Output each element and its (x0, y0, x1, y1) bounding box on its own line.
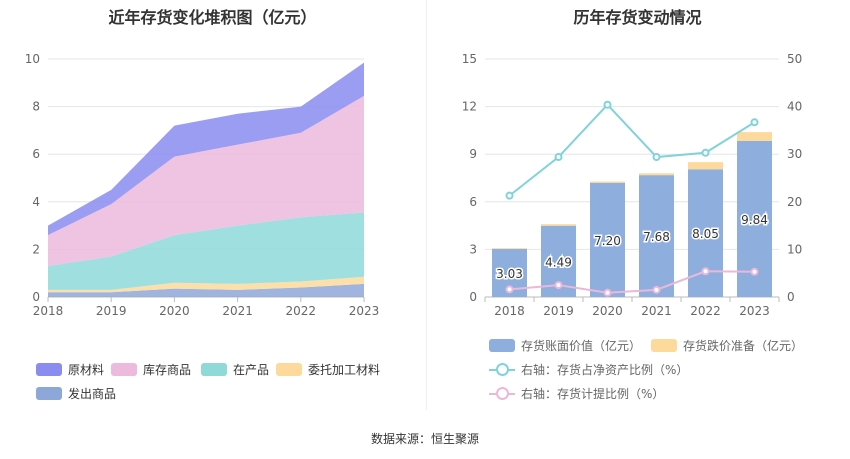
right-x-tick-label: 2022 (690, 304, 721, 318)
legend-swatch (111, 363, 137, 376)
bar-value-label: 8.05 (692, 227, 719, 241)
legend-swatch (201, 363, 227, 376)
line-point (505, 285, 514, 294)
line-point (554, 153, 563, 162)
legend-swatch (36, 363, 62, 376)
line-series-1 (509, 270, 755, 294)
bar-impairment-reserve (492, 248, 527, 249)
legend-swatch (489, 363, 515, 376)
legend-swatch (36, 387, 62, 400)
right-x-tick-label: 2020 (592, 304, 623, 318)
legend-item[interactable]: 存货跌价准备（亿元） (651, 337, 803, 354)
legend-swatch (651, 339, 677, 352)
right-chart-title: 历年存货变动情况 (573, 8, 702, 27)
legend-label: 在产品 (233, 363, 270, 377)
legend-item[interactable]: 右轴：存货计提比例（%） (489, 385, 664, 402)
left-x-tick-label: 2020 (159, 304, 190, 318)
legend-label: 原材料 (68, 363, 105, 377)
right-x-tick-label: 2018 (494, 304, 525, 318)
line-point (701, 267, 710, 276)
line-point (603, 100, 612, 109)
left-y-tick-label: 8 (32, 100, 40, 114)
right-left-y-tick-label: 12 (462, 100, 477, 114)
data-source-note: 数据来源：恒生聚源 (370, 432, 479, 446)
legend-label: 右轴：存货计提比例（%） (521, 387, 665, 401)
bar-book-value (639, 175, 674, 297)
legend-swatch (276, 363, 302, 376)
right-left-y-tick-label: 6 (469, 195, 477, 209)
right-right-y-tick-label: 40 (787, 100, 802, 114)
left-x-tick-label: 2023 (349, 304, 380, 318)
left-y-tick-label: 0 (32, 290, 40, 304)
legend-label: 发出商品 (68, 387, 117, 401)
area-series-3 (48, 95, 364, 267)
line-point (652, 285, 661, 294)
legend-label: 存货跌价准备（亿元） (683, 339, 804, 353)
right-left-y-tick-label: 0 (469, 290, 477, 304)
legend-marker (496, 363, 509, 376)
legend-item[interactable]: 存货账面价值（亿元） (489, 337, 641, 354)
legend-item[interactable]: 库存商品 (111, 361, 191, 378)
left-y-tick-label: 10 (25, 52, 40, 66)
bar-impairment-reserve (590, 181, 625, 183)
legend-label: 存货账面价值（亿元） (521, 339, 642, 353)
legend-swatch (489, 339, 515, 352)
line-point (750, 118, 759, 127)
right-left-y-tick-label: 9 (469, 147, 477, 161)
right-x-tick-label: 2021 (641, 304, 672, 318)
area-series-0 (48, 283, 364, 297)
left-x-tick-label: 2018 (33, 304, 64, 318)
bar-value-label: 7.20 (594, 234, 621, 248)
area-series-4 (48, 62, 364, 236)
bar-impairment-reserve (688, 162, 723, 170)
right-right-y-tick-label: 10 (787, 242, 802, 256)
legend-item[interactable]: 委托加工材料 (276, 361, 380, 378)
left-x-tick-label: 2019 (96, 304, 127, 318)
panel-divider (426, 0, 427, 410)
right-right-y-tick-label: 30 (787, 147, 802, 161)
left-y-tick-label: 6 (32, 147, 40, 161)
right-right-y-tick-label: 20 (787, 195, 802, 209)
right-left-y-tick-label: 3 (469, 242, 477, 256)
right-left-y-tick-label: 15 (462, 52, 477, 66)
legend-label: 右轴：存货占净资产比例（%） (521, 363, 689, 377)
left-y-tick-label: 4 (32, 195, 40, 209)
right-x-tick-label: 2023 (739, 304, 770, 318)
legend-label: 库存商品 (143, 363, 192, 377)
legend-item[interactable]: 在产品 (201, 361, 269, 378)
area-series-2 (48, 212, 364, 290)
right-right-y-tick-label: 50 (787, 52, 802, 66)
bar-impairment-reserve (737, 132, 772, 141)
bar-value-label: 3.03 (496, 267, 523, 281)
left-x-tick-label: 2022 (286, 304, 317, 318)
legend-swatch (489, 387, 515, 400)
line-point (603, 288, 612, 297)
line-point (750, 267, 759, 276)
legend-marker (496, 387, 509, 400)
left-y-tick-label: 2 (32, 242, 40, 256)
bar-value-label: 9.84 (741, 213, 768, 227)
line-point (505, 191, 514, 200)
line-point (554, 281, 563, 290)
line-point (652, 153, 661, 162)
right-x-tick-label: 2019 (543, 304, 574, 318)
legend-label: 委托加工材料 (308, 363, 381, 377)
bar-impairment-reserve (541, 224, 576, 226)
bar-book-value (590, 182, 625, 297)
right-right-y-tick-label: 0 (787, 290, 795, 304)
legend-item[interactable]: 原材料 (36, 361, 104, 378)
line-point (701, 148, 710, 157)
legend-item[interactable]: 右轴：存货占净资产比例（%） (489, 361, 688, 378)
legend-item[interactable]: 发出商品 (36, 385, 116, 402)
line-series-0 (508, 103, 756, 197)
area-series-1 (48, 276, 364, 293)
bar-value-label: 4.49 (545, 255, 572, 269)
bar-value-label: 7.68 (643, 230, 670, 244)
left-chart-title: 近年存货变化堆积图（亿元） (108, 8, 317, 27)
left-x-tick-label: 2021 (222, 304, 253, 318)
bar-impairment-reserve (639, 173, 674, 176)
